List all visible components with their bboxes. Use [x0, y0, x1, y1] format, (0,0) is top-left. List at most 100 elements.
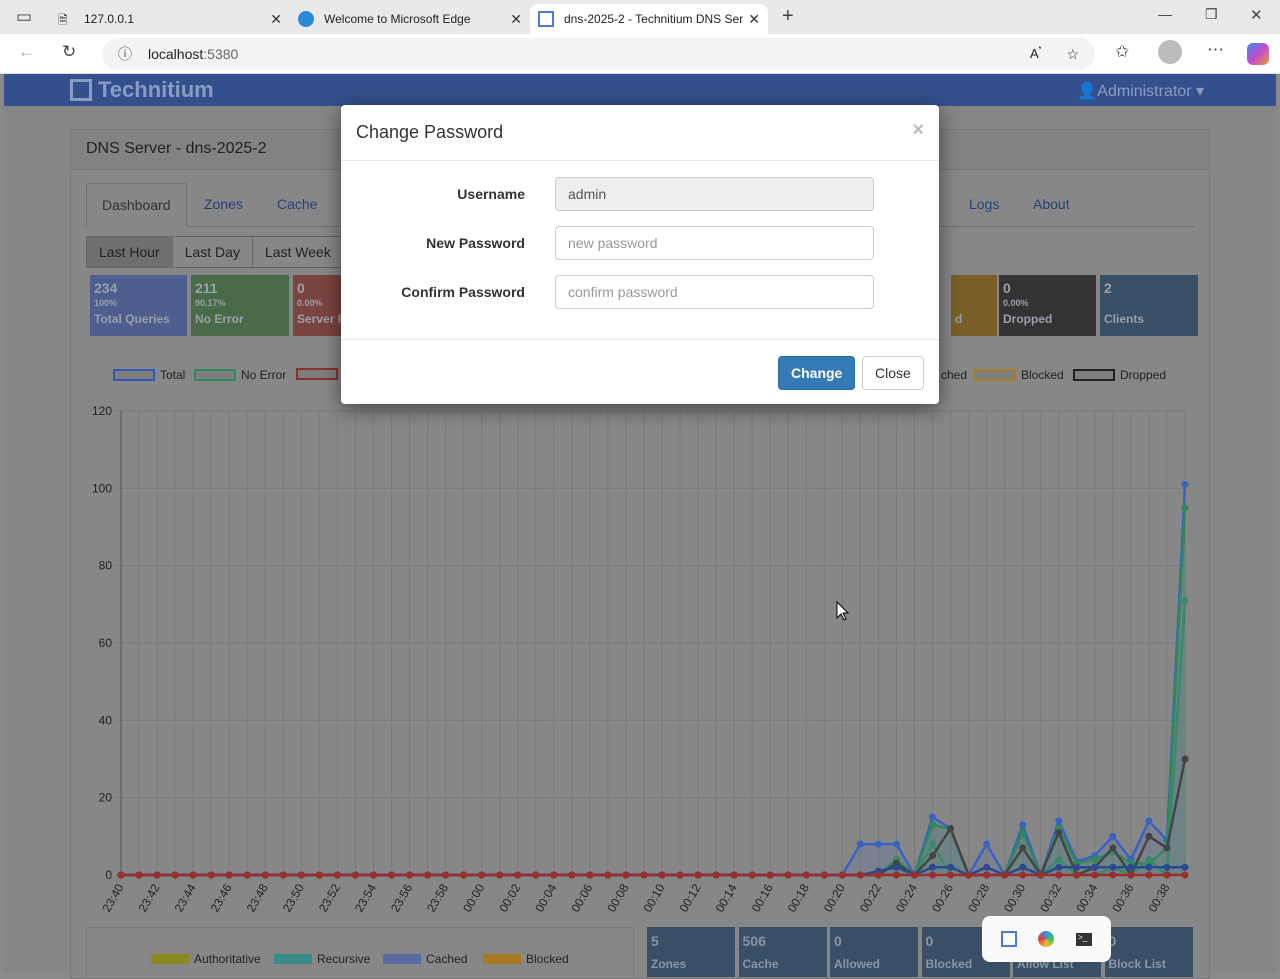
data-point	[135, 871, 143, 879]
browser-tab[interactable]: 🗎 127.0.0.1 ✕	[50, 4, 290, 34]
data-point	[892, 863, 900, 871]
favorite-star-icon[interactable]: ☆	[1066, 46, 1079, 62]
data-point	[1073, 871, 1081, 879]
data-point	[550, 871, 558, 879]
minimize-icon[interactable]: —	[1158, 6, 1172, 22]
change-button[interactable]: Change	[778, 356, 856, 390]
data-point	[730, 871, 738, 879]
data-point	[1181, 480, 1189, 488]
data-point	[929, 852, 937, 860]
legend-item[interactable]: Cached	[383, 952, 467, 966]
legend-item[interactable]: Blocked	[483, 952, 569, 966]
range-last-day[interactable]: Last Day	[171, 236, 253, 268]
stat-card-value: 0	[925, 933, 934, 949]
bottom-chart-legend: Authoritative Recursive Cached Blocked	[86, 927, 634, 977]
legend-item[interactable]: Dropped	[1073, 368, 1166, 382]
change-password-modal: Change Password × Username New Password C…	[341, 105, 939, 404]
brand[interactable]: Technitium	[70, 77, 214, 103]
close-button[interactable]: Close	[862, 356, 924, 390]
legend-item[interactable]	[296, 368, 343, 380]
close-tab-icon[interactable]: ✕	[748, 10, 760, 27]
data-point	[965, 871, 973, 879]
data-point	[1163, 871, 1171, 879]
favorites-icon[interactable]: ✩	[1115, 42, 1130, 61]
info-icon: ⓘ	[118, 46, 132, 62]
legend-label: Authoritative	[194, 952, 261, 966]
series-line	[121, 484, 1187, 879]
tab-logs[interactable]: Logs	[969, 196, 1000, 212]
stat-card: 0 0.00% Dropped	[999, 275, 1096, 336]
x-tick-label: 00:36	[1109, 881, 1136, 914]
new-password-field[interactable]	[555, 226, 874, 260]
y-tick-label: 60	[99, 636, 113, 650]
data-point	[929, 863, 937, 871]
legend-item[interactable]: Blocked	[974, 368, 1064, 382]
legend-item[interactable]: Recursive	[274, 952, 370, 966]
tab-cache[interactable]: Cache	[277, 196, 318, 212]
range-last-week[interactable]: Last Week	[251, 236, 344, 268]
username-field[interactable]	[555, 177, 874, 211]
data-point	[1019, 828, 1027, 836]
range-last-hour[interactable]: Last Hour	[86, 236, 173, 268]
close-window-icon[interactable]: ✕	[1250, 7, 1263, 24]
data-point	[1181, 863, 1189, 871]
back-icon[interactable]: ←	[18, 42, 35, 61]
tab-title: 127.0.0.1	[84, 12, 135, 26]
close-icon[interactable]: ×	[912, 119, 924, 141]
x-tick-label: 23:50	[280, 881, 307, 914]
close-tab-icon[interactable]: ✕	[510, 10, 522, 27]
legend-item[interactable]: No Error	[194, 368, 286, 382]
more-icon[interactable]: ⋯	[1207, 40, 1224, 59]
terminal-app-icon[interactable]: >_	[1076, 932, 1093, 946]
url-input[interactable]: ⓘ localhost:5380 A𝄒 ☆	[102, 38, 1095, 70]
browser-tab-active[interactable]: dns-2025-2 - Technitium DNS Ser ✕	[530, 4, 768, 34]
browser-tab[interactable]: Welcome to Microsoft Edge ✕	[290, 4, 530, 34]
data-point	[802, 871, 810, 879]
stat-card-percent: 0.00%	[1003, 298, 1029, 308]
x-tick-label: 23:54	[352, 881, 379, 914]
tab-dashboard[interactable]: Dashboard	[86, 183, 187, 227]
stat-card-label: Dropped	[1003, 312, 1053, 326]
data-point	[388, 871, 396, 879]
x-tick-label: 00:12	[677, 881, 704, 914]
mouse-cursor-icon	[836, 600, 850, 621]
tab-actions-icon[interactable]: ▭	[16, 7, 33, 26]
tab-title: dns-2025-2 - Technitium DNS Ser	[564, 12, 744, 26]
read-aloud-icon[interactable]: A𝄒	[1029, 46, 1041, 61]
data-point	[1109, 844, 1117, 852]
data-point	[1019, 871, 1027, 879]
username-label: Username	[457, 186, 525, 202]
stat-card: 5 Zones	[647, 927, 735, 977]
technitium-app-icon[interactable]	[1000, 931, 1017, 947]
tab-zones[interactable]: Zones	[204, 196, 243, 212]
data-point	[478, 871, 486, 879]
data-point	[820, 871, 828, 879]
data-point	[1145, 871, 1153, 879]
data-point	[1181, 871, 1189, 879]
profile-avatar[interactable]	[1158, 40, 1182, 64]
legend-label: Blocked	[526, 952, 569, 966]
edge-app-icon[interactable]	[1038, 931, 1055, 947]
data-point	[261, 871, 269, 879]
new-tab-icon[interactable]: +	[782, 5, 794, 27]
x-tick-label: 00:06	[568, 881, 595, 914]
data-point	[676, 871, 684, 879]
y-tick-label: 20	[99, 791, 113, 805]
copilot-icon[interactable]	[1247, 43, 1269, 65]
restore-icon[interactable]: ❐	[1205, 6, 1218, 22]
legend-item[interactable]: Authoritative	[151, 952, 261, 966]
data-point	[1019, 844, 1027, 852]
data-point	[1181, 755, 1189, 763]
confirm-password-field[interactable]	[555, 275, 874, 309]
stat-card-label: Server F	[297, 312, 346, 326]
x-tick-label: 00:00	[460, 881, 487, 914]
tab-about[interactable]: About	[1033, 196, 1070, 212]
close-tab-icon[interactable]: ✕	[270, 10, 282, 27]
data-point	[1019, 821, 1027, 829]
refresh-icon[interactable]: ↻	[62, 42, 77, 61]
legend-item[interactable]: Total	[113, 368, 185, 382]
address-bar-row: ← ↻ ⓘ localhost:5380 A𝄒 ☆ ✩ ⋯	[0, 34, 1280, 74]
y-tick-label: 80	[99, 559, 113, 573]
user-menu[interactable]: 👤Administrator ▾	[1077, 81, 1204, 101]
